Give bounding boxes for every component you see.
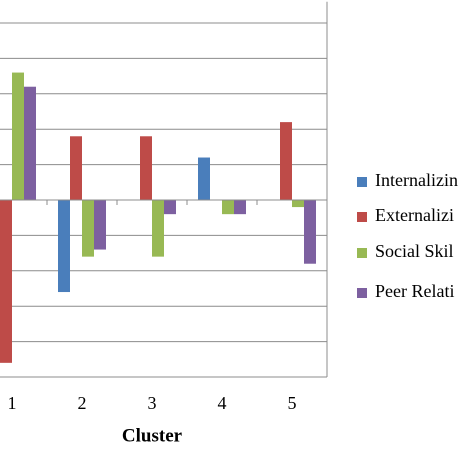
bar — [280, 122, 292, 200]
x-tick-label: 2 — [78, 393, 87, 413]
x-tick-label: 1 — [8, 393, 17, 413]
legend-label: Internalizin — [375, 170, 458, 190]
legend-swatch — [357, 288, 367, 298]
x-tick-label: 4 — [218, 393, 227, 413]
bar — [198, 157, 210, 200]
bar — [140, 136, 152, 200]
bar — [0, 200, 12, 363]
bar — [82, 200, 94, 257]
legend-label: Externalizi — [375, 205, 454, 225]
bar — [152, 200, 164, 257]
legend-swatch — [357, 177, 367, 187]
bar — [304, 200, 316, 264]
bar — [164, 200, 176, 215]
legend-label: Social Skil — [375, 241, 454, 261]
bar — [70, 136, 82, 200]
x-tick-label: 5 — [288, 393, 297, 413]
bar — [222, 200, 234, 215]
legend-swatch — [357, 248, 367, 258]
legend-swatch — [357, 212, 367, 222]
bar — [12, 72, 24, 200]
bar — [94, 200, 106, 250]
bar — [292, 200, 304, 208]
x-tick-label: 3 — [148, 393, 157, 413]
bar — [24, 86, 36, 200]
bar — [58, 200, 70, 293]
bar — [234, 200, 246, 215]
legend-label: Peer Relati — [375, 281, 454, 301]
x-axis-title: Cluster — [122, 425, 183, 446]
